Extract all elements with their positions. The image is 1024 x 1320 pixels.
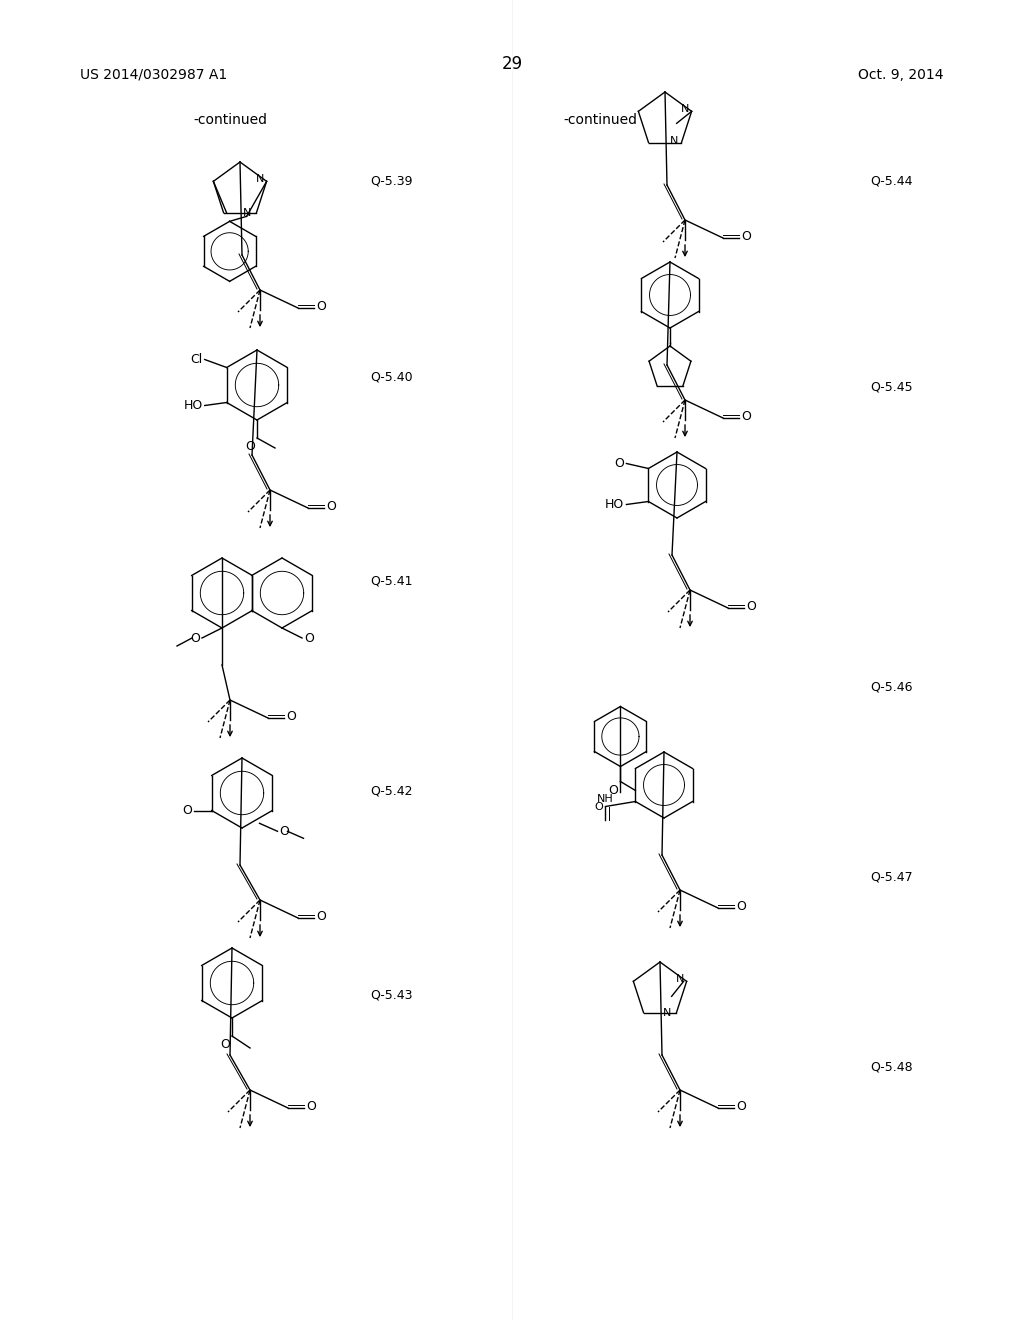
Text: O: O	[316, 301, 326, 314]
Text: -continued: -continued	[563, 114, 637, 127]
Text: HO: HO	[183, 399, 203, 412]
Text: N: N	[664, 1007, 672, 1018]
Text: N: N	[243, 207, 252, 218]
Text: O: O	[280, 825, 290, 838]
Text: Oct. 9, 2014: Oct. 9, 2014	[858, 69, 944, 82]
Text: O: O	[304, 631, 314, 644]
Text: N: N	[670, 136, 679, 145]
Text: Cl: Cl	[190, 352, 203, 366]
Text: N: N	[256, 174, 264, 185]
Text: O: O	[741, 411, 751, 424]
Text: O: O	[245, 440, 255, 453]
Text: O: O	[286, 710, 296, 723]
Text: US 2014/0302987 A1: US 2014/0302987 A1	[80, 69, 227, 82]
Text: Q-5.39: Q-5.39	[370, 176, 413, 187]
Text: HO: HO	[605, 498, 625, 511]
Text: Q-5.45: Q-5.45	[870, 380, 912, 393]
Text: O: O	[741, 231, 751, 243]
Text: Q-5.41: Q-5.41	[370, 576, 413, 587]
Text: N: N	[681, 104, 689, 115]
Text: -continued: -continued	[193, 114, 267, 127]
Text: Q-5.46: Q-5.46	[870, 680, 912, 693]
Text: Q-5.42: Q-5.42	[370, 785, 413, 799]
Text: O: O	[306, 1101, 315, 1114]
Text: 29: 29	[502, 55, 522, 73]
Text: Q-5.43: Q-5.43	[370, 987, 413, 1001]
Text: O: O	[608, 784, 618, 796]
Text: Q-5.47: Q-5.47	[870, 870, 912, 883]
Text: O: O	[182, 804, 191, 817]
Text: Q-5.44: Q-5.44	[870, 176, 912, 187]
Text: O: O	[190, 631, 200, 644]
Text: O: O	[736, 900, 745, 913]
Text: O: O	[326, 500, 336, 513]
Text: O: O	[316, 911, 326, 924]
Text: O: O	[595, 801, 603, 812]
Text: NH: NH	[597, 793, 613, 804]
Text: O: O	[746, 601, 756, 614]
Text: Q-5.48: Q-5.48	[870, 1060, 912, 1073]
Text: Q-5.40: Q-5.40	[370, 370, 413, 383]
Text: N: N	[676, 974, 685, 985]
Text: O: O	[220, 1038, 230, 1051]
Text: O: O	[614, 457, 625, 470]
Text: O: O	[736, 1101, 745, 1114]
